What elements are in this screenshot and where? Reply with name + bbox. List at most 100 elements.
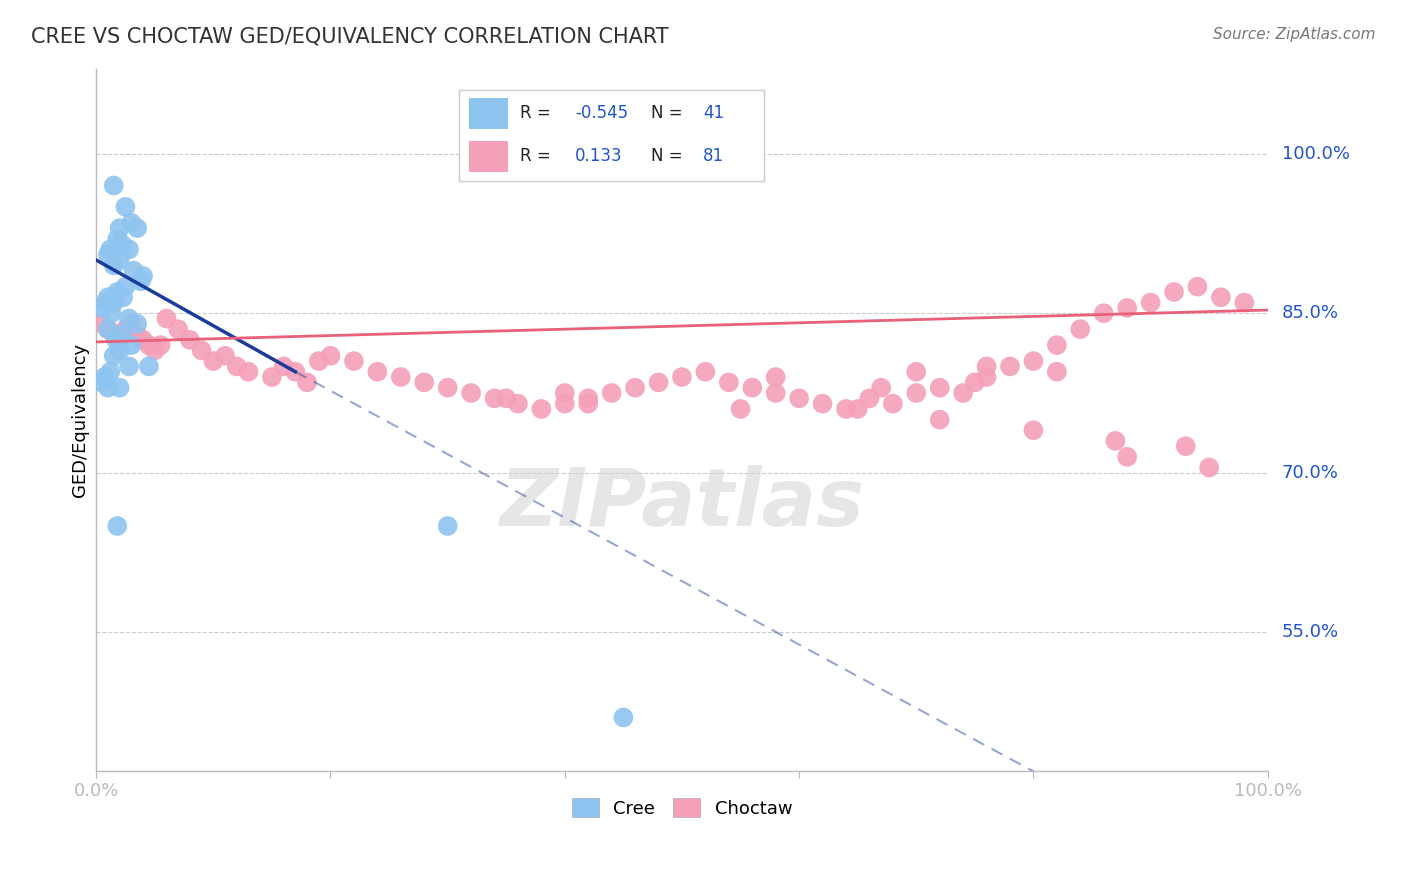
Point xyxy=(179,333,201,347)
Point xyxy=(105,232,128,246)
Point xyxy=(108,381,131,395)
Text: 85.0%: 85.0% xyxy=(1282,304,1339,322)
Point xyxy=(882,397,904,411)
Point xyxy=(811,397,834,411)
Point xyxy=(554,397,576,411)
Point xyxy=(1092,306,1115,320)
Point xyxy=(112,290,135,304)
Point xyxy=(122,263,145,277)
Point xyxy=(190,343,212,358)
Point xyxy=(765,370,787,384)
Text: CREE VS CHOCTAW GED/EQUIVALENCY CORRELATION CHART: CREE VS CHOCTAW GED/EQUIVALENCY CORRELAT… xyxy=(31,27,669,46)
Point xyxy=(554,386,576,401)
Point xyxy=(94,295,117,310)
Point xyxy=(91,376,114,390)
Point xyxy=(506,397,529,411)
Point xyxy=(103,327,125,342)
Point xyxy=(730,401,752,416)
Point xyxy=(132,333,155,347)
Point xyxy=(108,253,131,268)
Text: 55.0%: 55.0% xyxy=(1282,624,1339,641)
Point xyxy=(111,327,134,342)
Point xyxy=(1139,295,1161,310)
Y-axis label: GED/Equivalency: GED/Equivalency xyxy=(72,343,89,497)
Point xyxy=(765,386,787,401)
Point xyxy=(105,285,128,299)
Point xyxy=(963,376,986,390)
Point xyxy=(225,359,247,374)
Point xyxy=(97,322,120,336)
Point xyxy=(120,216,142,230)
Point xyxy=(600,386,623,401)
Point xyxy=(870,381,893,395)
Point xyxy=(1209,290,1232,304)
Point xyxy=(436,519,458,533)
Point xyxy=(976,359,998,374)
Point xyxy=(671,370,693,384)
Text: 70.0%: 70.0% xyxy=(1282,464,1339,482)
Point xyxy=(127,317,149,331)
Point xyxy=(741,381,763,395)
Point xyxy=(976,370,998,384)
Point xyxy=(530,401,553,416)
Point xyxy=(118,311,141,326)
Point xyxy=(100,306,122,320)
Point xyxy=(103,258,125,272)
Point xyxy=(114,200,136,214)
Point xyxy=(835,401,858,416)
Text: Source: ZipAtlas.com: Source: ZipAtlas.com xyxy=(1212,27,1375,42)
Point xyxy=(787,392,810,406)
Point xyxy=(132,268,155,283)
Point xyxy=(1022,354,1045,368)
Point xyxy=(284,365,307,379)
Point xyxy=(576,397,599,411)
Point xyxy=(138,359,160,374)
Point xyxy=(624,381,647,395)
Point xyxy=(413,376,436,390)
Point xyxy=(97,381,120,395)
Point xyxy=(1069,322,1091,336)
Point xyxy=(103,178,125,193)
Point xyxy=(295,376,318,390)
Point xyxy=(108,333,131,347)
Point xyxy=(952,386,974,401)
Point xyxy=(97,290,120,304)
Point xyxy=(1046,365,1069,379)
Point xyxy=(389,370,412,384)
Point xyxy=(1116,450,1139,464)
Point xyxy=(260,370,283,384)
Point xyxy=(928,381,950,395)
Point xyxy=(343,354,366,368)
Point xyxy=(167,322,190,336)
Point xyxy=(98,365,121,379)
Point xyxy=(108,343,131,358)
Point xyxy=(103,295,125,310)
Point xyxy=(1187,279,1209,293)
Point xyxy=(612,710,634,724)
Point xyxy=(138,338,160,352)
Point xyxy=(114,322,136,336)
Point xyxy=(484,392,506,406)
Point xyxy=(273,359,295,374)
Point xyxy=(91,301,114,315)
Point xyxy=(127,221,149,235)
Point xyxy=(905,365,928,379)
Point xyxy=(846,401,869,416)
Point xyxy=(238,365,260,379)
Point xyxy=(91,317,114,331)
Legend: Cree, Choctaw: Cree, Choctaw xyxy=(564,791,800,825)
Point xyxy=(98,243,121,257)
Point xyxy=(129,274,152,288)
Point xyxy=(647,376,669,390)
Point xyxy=(695,365,717,379)
Point xyxy=(120,338,142,352)
Point xyxy=(155,311,177,326)
Point xyxy=(97,248,120,262)
Point xyxy=(149,338,172,352)
Point xyxy=(858,392,880,406)
Point xyxy=(97,322,120,336)
Point xyxy=(1198,460,1220,475)
Point xyxy=(319,349,342,363)
Point xyxy=(118,359,141,374)
Point xyxy=(111,237,134,252)
